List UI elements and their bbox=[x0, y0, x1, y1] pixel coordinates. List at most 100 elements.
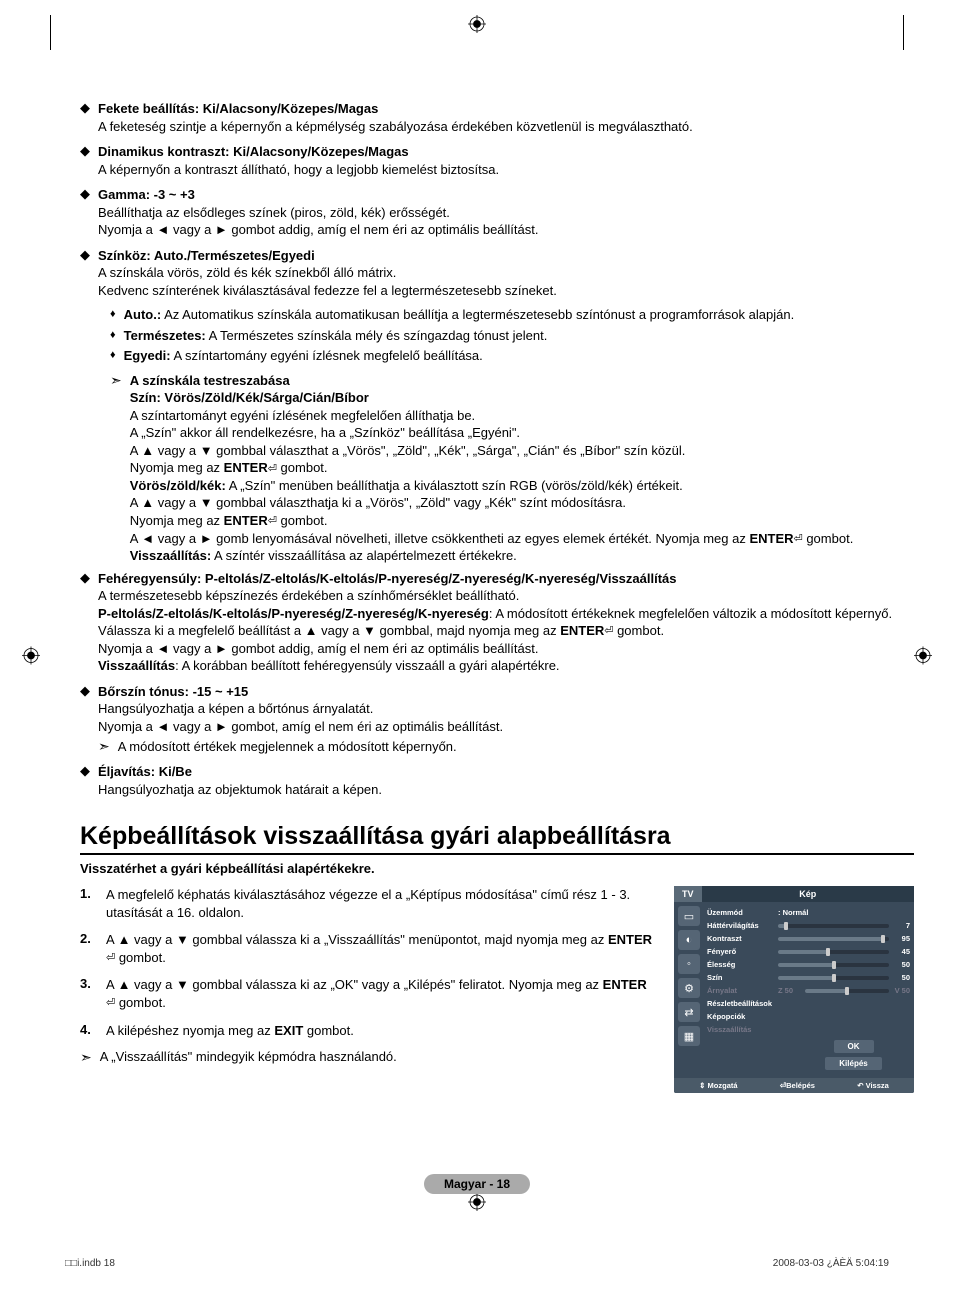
sub-option: ♦ Egyedi: A színtartomány egyéni ízlésne… bbox=[110, 348, 914, 363]
osd-row: ÁrnyalatZ 50 V 50 bbox=[707, 984, 910, 997]
section-heading: Képbeállítások visszaállítása gyári alap… bbox=[80, 822, 914, 855]
section-intro: Visszatérhet a gyári képbeállítási alapé… bbox=[80, 861, 914, 876]
setting-item: ◆ Színköz: Auto./Természetes/EgyediA szí… bbox=[80, 247, 914, 300]
osd-tv-tab: TV bbox=[674, 886, 702, 902]
osd-item-label: Szín bbox=[707, 973, 775, 982]
footer-filename: □□i.indb 18 bbox=[65, 1258, 115, 1269]
osd-row: Szín 50 bbox=[707, 971, 910, 984]
custom-title: A színskála testreszabása bbox=[130, 373, 290, 388]
step-number: 3. bbox=[80, 976, 96, 1011]
page-number: Magyar - 18 bbox=[424, 1174, 530, 1194]
pointer-icon: ➣ bbox=[98, 738, 110, 756]
body-text: Nyomja meg az ENTER⏎ gombot. bbox=[130, 459, 854, 477]
osd-item-label: Fényerő bbox=[707, 947, 775, 956]
body-text: A színskála vörös, zöld és kék színekből… bbox=[98, 264, 914, 282]
diamond-bullet-icon: ◆ bbox=[80, 570, 90, 675]
osd-item-label: Visszaállítás bbox=[707, 1025, 775, 1034]
sub-text: Természetes: A Természetes színskála mél… bbox=[124, 328, 548, 343]
step-item: 2. A ▲ vagy a ▼ gombbal válassza ki a „V… bbox=[80, 931, 654, 966]
osd-item-label: Képopciók bbox=[707, 1012, 775, 1021]
body-text: P-eltolás/Z-eltolás/K-eltolás/P-nyereség… bbox=[98, 605, 914, 623]
registration-mark-bottom bbox=[468, 1193, 486, 1214]
osd-slider bbox=[778, 976, 889, 980]
small-diamond-icon: ♦ bbox=[110, 348, 116, 363]
body-text: Válassza ki a megfelelő beállítást a ▲ v… bbox=[98, 622, 914, 640]
setup-icon: ⚙ bbox=[678, 978, 700, 998]
channel-icon: ◦ bbox=[678, 954, 700, 974]
osd-value: V 50 bbox=[892, 986, 910, 995]
registration-mark-right bbox=[914, 647, 932, 668]
small-diamond-icon: ♦ bbox=[110, 328, 116, 343]
body-text: A ▲ vagy a ▼ gombbal választhatja ki a „… bbox=[130, 494, 854, 512]
sub-option: ♦ Természetes: A Természetes színskála m… bbox=[110, 328, 914, 343]
osd-item-label: Részletbeállítások bbox=[707, 999, 775, 1008]
item-title: Fekete beállítás: Ki/Alacsony/Közepes/Ma… bbox=[98, 101, 378, 116]
osd-row: Kontraszt 95 bbox=[707, 932, 910, 945]
osd-enter-hint: ⏎Belépés bbox=[780, 1081, 815, 1090]
osd-row: Háttérvilágítás 7 bbox=[707, 919, 910, 932]
small-diamond-icon: ♦ bbox=[110, 307, 116, 322]
item-title: Bőrszín tónus: -15 ~ +15 bbox=[98, 684, 248, 699]
osd-footer: ⇕ Mozgatá ⏎Belépés ↶ Vissza bbox=[674, 1078, 914, 1093]
osd-row: Részletbeállítások bbox=[707, 997, 910, 1010]
body-text: A ◄ vagy a ► gomb lenyomásával növelheti… bbox=[130, 530, 854, 548]
body-text: A színtartományt egyéni ízlésének megfel… bbox=[130, 407, 854, 425]
osd-value: 50 bbox=[892, 973, 910, 982]
body-text: A képernyőn a kontraszt állítható, hogy … bbox=[98, 161, 914, 179]
step-number: 1. bbox=[80, 886, 96, 921]
osd-slider bbox=[778, 924, 889, 928]
diamond-bullet-icon: ◆ bbox=[80, 683, 90, 755]
body-text: Visszaállítás: A színtér visszaállítása … bbox=[130, 547, 854, 565]
item-title: Fehéregyensúly: P-eltolás/Z-eltolás/K-el… bbox=[98, 571, 677, 586]
step-note: A „Visszaállítás" mindegyik képmódra has… bbox=[100, 1049, 397, 1066]
diamond-bullet-icon: ◆ bbox=[80, 186, 90, 239]
pointer-icon: ➣ bbox=[110, 372, 122, 565]
crop-mark bbox=[50, 15, 51, 50]
osd-ok-button: OK bbox=[834, 1040, 874, 1053]
body-text: A ▲ vagy a ▼ gombbal választhat a „Vörös… bbox=[130, 442, 854, 460]
osd-row: Képopciók bbox=[707, 1010, 910, 1023]
osd-item-label: Árnyalat bbox=[707, 986, 775, 995]
osd-slider bbox=[778, 937, 889, 941]
sub-text: Egyedi: A színtartomány egyéni ízlésnek … bbox=[124, 348, 483, 363]
sub-text: Auto.: Az Automatikus színskála automati… bbox=[124, 307, 795, 322]
osd-pre: Z 50 bbox=[778, 986, 802, 995]
edge-enhance-item: ◆ Éljavítás: Ki/Be Hangsúlyozhatja az ob… bbox=[80, 763, 914, 798]
osd-item-label: Háttérvilágítás bbox=[707, 921, 775, 930]
osd-value: 50 bbox=[892, 960, 910, 969]
body-text: Kedvenc színterének kiválasztásával fede… bbox=[98, 282, 914, 300]
osd-value: : Normál bbox=[778, 908, 808, 917]
osd-slider bbox=[778, 963, 889, 967]
osd-row: Fényerő 45 bbox=[707, 945, 910, 958]
body-text: Vörös/zöld/kék: A „Szín" menüben beállít… bbox=[130, 477, 854, 495]
white-balance-item: ◆ Fehéregyensúly: P-eltolás/Z-eltolás/K-… bbox=[80, 570, 914, 675]
body-text: A „Szín" akkor áll rendelkezésre, ha a „… bbox=[130, 424, 854, 442]
support-icon: ▦ bbox=[678, 1026, 700, 1046]
osd-value: 7 bbox=[892, 921, 910, 930]
steps-list: 1. A megfelelő képhatás kiválasztásához … bbox=[80, 886, 654, 1093]
diamond-bullet-icon: ◆ bbox=[80, 247, 90, 300]
step-number: 4. bbox=[80, 1022, 96, 1040]
body-text: Nyomja meg az ENTER⏎ gombot. bbox=[130, 512, 854, 530]
osd-item-label: Kontraszt bbox=[707, 934, 775, 943]
step-item: 4. A kilépéshez nyomja meg az EXIT gombo… bbox=[80, 1022, 654, 1040]
input-icon: ⇄ bbox=[678, 1002, 700, 1022]
osd-return-hint: ↶ Vissza bbox=[857, 1081, 889, 1090]
picture-icon: ▭ bbox=[678, 906, 700, 926]
body-text: Hangsúlyozhatja a képen a bőrtónus árnya… bbox=[98, 700, 914, 718]
diamond-bullet-icon: ◆ bbox=[80, 100, 90, 135]
skin-tone-item: ◆ Bőrszín tónus: -15 ~ +15 Hangsúlyozhat… bbox=[80, 683, 914, 755]
osd-menu-screenshot: TV Kép ▭ ◐ ◦ ⚙ ⇄ ▦ Üzemmód: NormálHáttér… bbox=[674, 886, 914, 1093]
osd-value: 45 bbox=[892, 947, 910, 956]
diamond-bullet-icon: ◆ bbox=[80, 763, 90, 798]
osd-header: Kép bbox=[702, 886, 914, 902]
body-text: Beállíthatja az elsődleges színek (piros… bbox=[98, 204, 914, 222]
item-title: Színköz: Auto./Természetes/Egyedi bbox=[98, 248, 315, 263]
osd-slider bbox=[778, 950, 889, 954]
osd-value: 95 bbox=[892, 934, 910, 943]
body-text: A feketeség szintje a képernyőn a képmél… bbox=[98, 118, 914, 136]
page-content: ◆ Fekete beállítás: Ki/Alacsony/Közepes/… bbox=[80, 100, 914, 1093]
osd-move-hint: ⇕ Mozgatá bbox=[699, 1081, 737, 1090]
item-title: Éljavítás: Ki/Be bbox=[98, 764, 192, 779]
step-text: A ▲ vagy a ▼ gombbal válassza ki a „Viss… bbox=[106, 931, 654, 966]
